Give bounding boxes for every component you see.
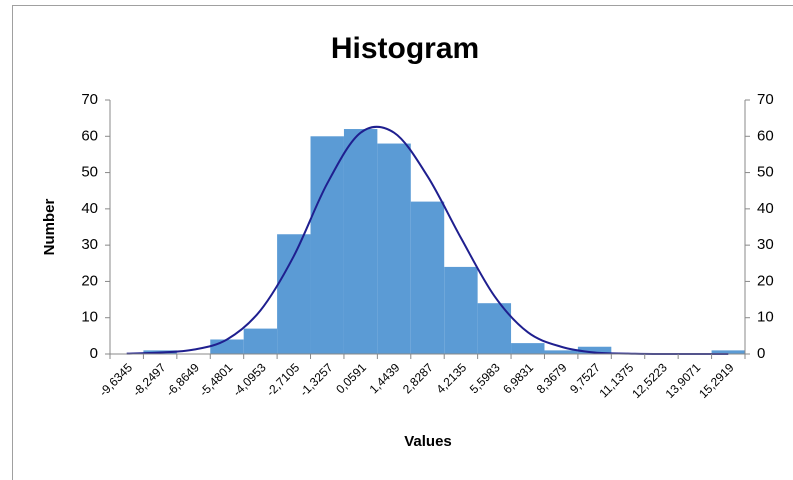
y-tick-label: 50 (81, 164, 98, 181)
bar (243, 328, 278, 354)
y2-tick-label: 70 (757, 91, 774, 108)
y2-tick-label: 0 (757, 345, 765, 362)
bar (711, 350, 745, 354)
bar (410, 201, 445, 354)
y-tick-label: 0 (90, 345, 98, 362)
y-tick-label: 20 (81, 272, 98, 289)
y2-tick-label: 60 (757, 127, 774, 144)
y-tick-label: 60 (81, 127, 98, 144)
bar (444, 266, 478, 354)
chart-title: Histogram (331, 32, 479, 65)
bar (544, 350, 578, 354)
y-tick-label: 10 (81, 309, 98, 326)
y2-tick-label: 10 (757, 309, 774, 326)
bar (210, 339, 244, 354)
bar (277, 234, 311, 354)
y2-tick-label: 40 (757, 200, 774, 217)
y-axis-label: Number (41, 199, 58, 256)
bar (343, 129, 378, 354)
bar (310, 136, 344, 354)
y2-tick-label: 50 (757, 164, 774, 181)
y-tick-label: 30 (81, 236, 98, 253)
bar (577, 346, 612, 354)
bar (377, 143, 411, 354)
x-axis-label: Values (404, 433, 452, 450)
y2-tick-label: 20 (757, 272, 774, 289)
y-tick-label: 40 (81, 200, 98, 217)
bar (511, 343, 545, 354)
y2-tick-label: 30 (757, 236, 774, 253)
y-tick-label: 70 (81, 91, 98, 108)
